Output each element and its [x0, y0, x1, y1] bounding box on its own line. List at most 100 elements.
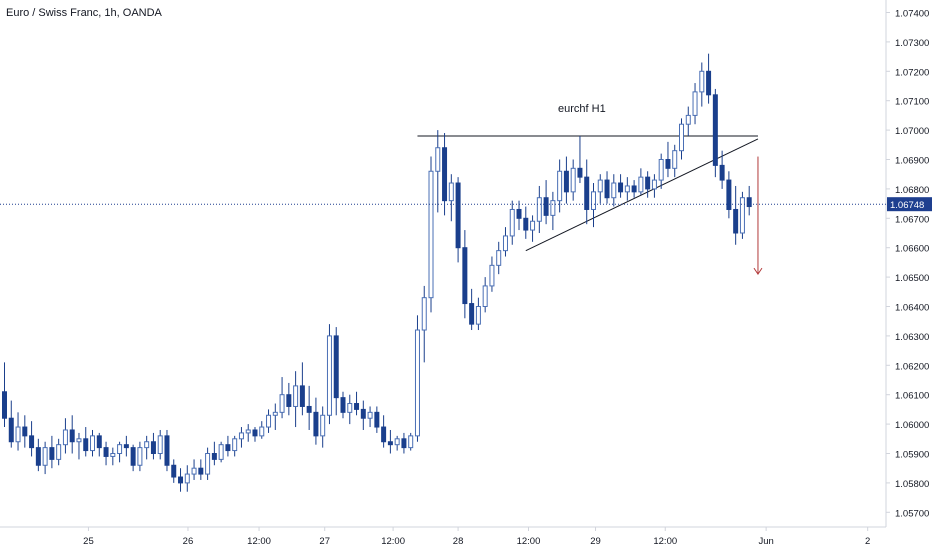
candle-body-up — [245, 429, 251, 434]
candle — [286, 382, 292, 416]
candle — [672, 144, 678, 178]
candle — [739, 191, 745, 239]
candle — [428, 156, 434, 313]
candle — [171, 459, 177, 483]
candle-body-down — [313, 411, 319, 437]
candle — [35, 438, 41, 472]
candle-body-up — [184, 473, 190, 484]
candle — [299, 362, 305, 416]
candle-body-up — [590, 191, 596, 210]
candle — [719, 150, 725, 189]
candle — [164, 429, 170, 472]
candle — [563, 156, 569, 204]
candle — [489, 256, 495, 292]
candle — [536, 185, 542, 233]
time-tick-label: 29 — [590, 536, 601, 547]
candle-body-up — [448, 182, 454, 202]
candle-body-up — [367, 411, 373, 419]
candle — [658, 153, 664, 189]
candle-body-down — [577, 167, 583, 178]
candle — [333, 327, 339, 416]
candle-body-up — [414, 329, 420, 437]
candle — [638, 168, 644, 195]
candle-body-down — [211, 453, 217, 460]
candle — [22, 415, 28, 448]
chart-plot-area[interactable] — [0, 0, 887, 528]
candle — [306, 385, 312, 430]
candle — [387, 429, 393, 454]
candle-body-up — [482, 285, 488, 308]
candle-body-up — [62, 429, 68, 446]
price-tick-label: 1.06300 — [895, 332, 929, 343]
candle — [178, 468, 184, 492]
candle — [238, 427, 244, 448]
candle — [83, 427, 89, 457]
candle — [130, 444, 136, 472]
candle-body-down — [103, 447, 109, 457]
candle-body-down — [469, 303, 475, 325]
price-tick-label: 1.06500 — [895, 273, 929, 284]
candle-body-down — [198, 467, 204, 475]
price-tick-label: 1.07100 — [895, 97, 929, 108]
candle — [496, 241, 502, 275]
candle-body-up — [259, 426, 265, 437]
candle-body-up — [205, 453, 211, 475]
candle-body-down — [83, 438, 89, 452]
candle-body-up — [90, 435, 96, 452]
candle — [293, 371, 299, 428]
drawings-layer — [417, 135, 763, 276]
candle-body-up — [421, 297, 427, 331]
candle-body-down — [150, 441, 156, 454]
price-tick-label: 1.05900 — [895, 450, 929, 461]
time-tick-label: 12:00 — [653, 536, 677, 547]
candle — [584, 159, 590, 225]
candle-body-up — [279, 394, 285, 413]
chart-title: Euro / Swiss Franc, 1h, OANDA — [6, 7, 162, 19]
candle — [232, 435, 238, 457]
candle-body-down — [69, 429, 75, 443]
candle — [570, 159, 576, 201]
candle-body-up — [110, 453, 116, 457]
candle-body-up — [232, 438, 238, 452]
candle-body-up — [15, 426, 21, 443]
candle — [597, 174, 603, 204]
candle-body-up — [496, 250, 502, 266]
time-tick-label: 25 — [83, 536, 94, 547]
candle-body-up — [428, 170, 434, 299]
candle — [462, 230, 468, 319]
candle — [381, 415, 387, 448]
candle-body-up — [238, 432, 244, 440]
price-tick-label: 1.05800 — [895, 479, 929, 490]
time-axis[interactable]: 25 26 12:00 27 12:00 28 12:00 29 12:00 Jun 2 — [83, 527, 870, 547]
price-axis[interactable]: 1.05700 1.05800 1.05900 1.06000 1.06100 1.062… — [886, 9, 929, 520]
candle — [225, 435, 231, 457]
candle-body-up — [679, 123, 684, 152]
candle-body-up — [658, 159, 664, 181]
ascending-trendline — [525, 138, 759, 252]
candle-body-down — [387, 441, 393, 446]
candle-body-down — [645, 176, 651, 190]
candle-body-up — [76, 438, 82, 443]
candle — [475, 297, 481, 331]
candle-body-down — [374, 411, 380, 428]
candle-body-up — [157, 435, 163, 454]
candle — [90, 429, 96, 457]
candle-body-down — [733, 208, 739, 234]
candle-body-down — [306, 405, 312, 413]
time-tick-label: 12:00 — [517, 536, 541, 547]
price-tick-label: 1.06000 — [895, 420, 929, 431]
candle — [347, 394, 353, 425]
time-tick-label: 27 — [319, 536, 330, 547]
candle — [577, 135, 583, 184]
price-tick-label: 1.06800 — [895, 185, 929, 196]
candle-body-up — [624, 185, 630, 193]
price-tick-label: 1.07000 — [895, 126, 929, 137]
candle — [49, 435, 55, 469]
candle — [245, 424, 251, 442]
candle — [340, 391, 346, 419]
candle-body-down — [604, 179, 610, 199]
candle-body-up — [56, 444, 62, 460]
candle — [543, 180, 549, 225]
candle — [679, 118, 684, 160]
